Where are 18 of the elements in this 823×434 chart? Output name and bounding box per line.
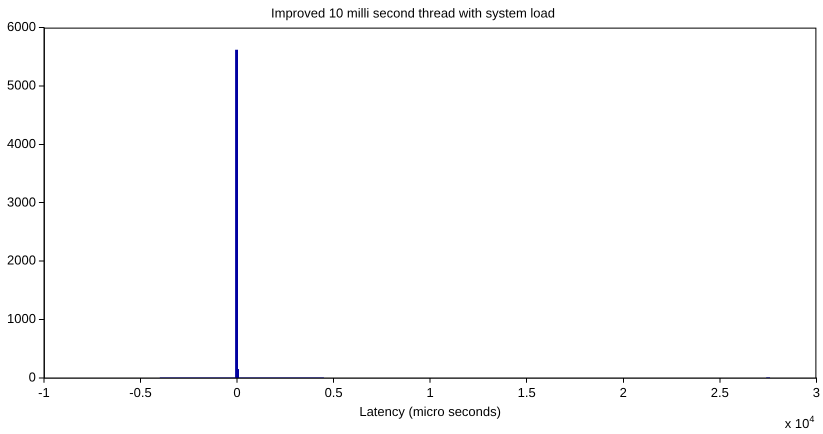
y-tick-label: 6000: [7, 19, 36, 34]
chart-title: Improved 10 milli second thread with system load: [271, 5, 555, 20]
x-axis-title: Latency (micro seconds): [359, 404, 501, 419]
x-tick-label: -1: [38, 385, 50, 400]
x-tick-label: 2.5: [710, 385, 729, 400]
x-tick-label: 0: [233, 385, 241, 400]
y-tick-label: 1000: [7, 311, 36, 326]
x-tick-label: 3: [812, 385, 820, 400]
x-tick-label: -0.5: [129, 385, 152, 400]
y-tick-label: 3000: [7, 194, 36, 210]
x-tick-label: 0.5: [324, 385, 343, 400]
y-tick-label: 2000: [7, 252, 36, 268]
x-tick-label: 1: [426, 385, 434, 400]
y-tick-label: 0: [28, 369, 36, 384]
y-tick-label: 5000: [7, 78, 36, 93]
x-tick-label: 2: [620, 385, 627, 400]
x-tick-label: 1.5: [518, 385, 536, 400]
y-tick-label: 4000: [7, 136, 36, 151]
